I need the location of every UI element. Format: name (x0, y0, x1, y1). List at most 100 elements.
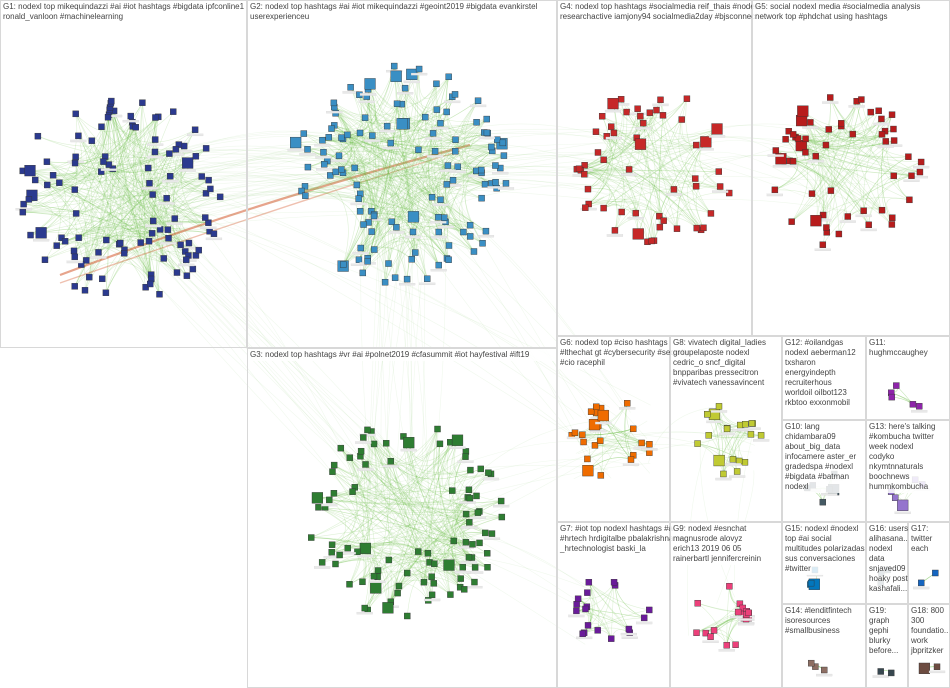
graph-node[interactable] (891, 138, 897, 144)
graph-node[interactable] (152, 115, 158, 121)
graph-node[interactable] (421, 579, 427, 585)
graph-node[interactable] (203, 145, 209, 151)
graph-node[interactable] (724, 426, 730, 432)
graph-node[interactable] (463, 539, 469, 545)
graph-node[interactable] (597, 438, 603, 444)
graph-node[interactable] (106, 162, 112, 168)
graph-node[interactable] (736, 458, 742, 464)
graph-node[interactable] (452, 91, 458, 97)
graph-node[interactable] (708, 634, 714, 640)
graph-node[interactable] (635, 106, 641, 112)
graph-node[interactable] (823, 225, 829, 231)
graph-node[interactable] (362, 115, 368, 121)
graph-node[interactable] (820, 242, 826, 248)
graph-node[interactable] (73, 210, 79, 216)
graph-node[interactable] (608, 98, 619, 109)
graph-node[interactable] (453, 137, 459, 143)
graph-node[interactable] (26, 196, 32, 202)
graph-node[interactable] (694, 630, 700, 636)
graph-node[interactable] (601, 205, 607, 211)
graph-node[interactable] (836, 231, 842, 237)
graph-node[interactable] (415, 549, 421, 555)
graph-node[interactable] (649, 238, 655, 244)
graph-node[interactable] (482, 530, 488, 536)
graph-node[interactable] (25, 165, 36, 176)
graph-node[interactable] (396, 583, 402, 589)
graph-node[interactable] (639, 440, 645, 446)
graph-node[interactable] (98, 124, 104, 130)
graph-node[interactable] (458, 576, 464, 582)
graph-node[interactable] (86, 274, 92, 280)
graph-node[interactable] (338, 445, 344, 451)
graph-node[interactable] (361, 222, 367, 228)
graph-node[interactable] (56, 180, 62, 186)
graph-node[interactable] (866, 222, 872, 228)
graph-node[interactable] (182, 158, 193, 169)
graph-node[interactable] (823, 142, 829, 148)
graph-node[interactable] (362, 605, 368, 611)
graph-node[interactable] (618, 96, 624, 102)
graph-node[interactable] (460, 564, 466, 570)
graph-node[interactable] (494, 137, 500, 143)
graph-node[interactable] (466, 554, 472, 560)
graph-node[interactable] (108, 98, 114, 104)
graph-node[interactable] (327, 172, 333, 178)
graph-node[interactable] (582, 205, 588, 211)
graph-node[interactable] (919, 663, 930, 674)
graph-node[interactable] (375, 568, 381, 574)
graph-node[interactable] (657, 224, 663, 230)
graph-node[interactable] (217, 194, 223, 200)
graph-node[interactable] (469, 541, 475, 547)
graph-node[interactable] (337, 552, 343, 558)
graph-node[interactable] (437, 120, 443, 126)
graph-node[interactable] (934, 664, 940, 670)
graph-node[interactable] (336, 153, 342, 159)
graph-node[interactable] (207, 186, 213, 192)
graph-node[interactable] (121, 250, 127, 256)
graph-node[interactable] (498, 498, 504, 504)
graph-node[interactable] (365, 258, 371, 264)
graph-node[interactable] (462, 454, 468, 460)
graph-node[interactable] (347, 455, 353, 461)
graph-node[interactable] (356, 196, 362, 202)
graph-node[interactable] (879, 207, 885, 213)
graph-node[interactable] (891, 173, 897, 179)
graph-node[interactable] (692, 176, 698, 182)
graph-node[interactable] (360, 543, 371, 554)
graph-node[interactable] (574, 601, 580, 607)
graph-node[interactable] (149, 230, 155, 236)
graph-node[interactable] (348, 84, 354, 90)
graph-node[interactable] (584, 456, 590, 462)
graph-node[interactable] (861, 208, 867, 214)
graph-node[interactable] (828, 188, 834, 194)
graph-node[interactable] (345, 545, 351, 551)
graph-node[interactable] (473, 493, 479, 499)
graph-node[interactable] (746, 610, 752, 616)
graph-node[interactable] (472, 564, 478, 570)
graph-node[interactable] (32, 177, 38, 183)
graph-node[interactable] (133, 124, 139, 130)
graph-node[interactable] (889, 221, 895, 227)
graph-node[interactable] (386, 261, 392, 267)
graph-node[interactable] (358, 448, 364, 454)
graph-node[interactable] (717, 184, 723, 190)
graph-node[interactable] (444, 181, 450, 187)
graph-node[interactable] (150, 218, 156, 224)
graph-node[interactable] (388, 458, 394, 464)
graph-node[interactable] (684, 96, 690, 102)
graph-node[interactable] (758, 432, 764, 438)
graph-node[interactable] (584, 590, 590, 596)
graph-node[interactable] (918, 580, 924, 586)
graph-node[interactable] (452, 148, 458, 154)
graph-node[interactable] (647, 110, 653, 116)
graph-node[interactable] (475, 98, 481, 104)
graph-node[interactable] (329, 549, 335, 555)
graph-node[interactable] (365, 78, 376, 89)
graph-node[interactable] (54, 243, 60, 249)
graph-node[interactable] (593, 404, 599, 410)
graph-node[interactable] (35, 133, 41, 139)
graph-node[interactable] (467, 467, 473, 473)
graph-node[interactable] (326, 134, 332, 140)
graph-node[interactable] (808, 660, 814, 666)
graph-node[interactable] (331, 462, 337, 468)
